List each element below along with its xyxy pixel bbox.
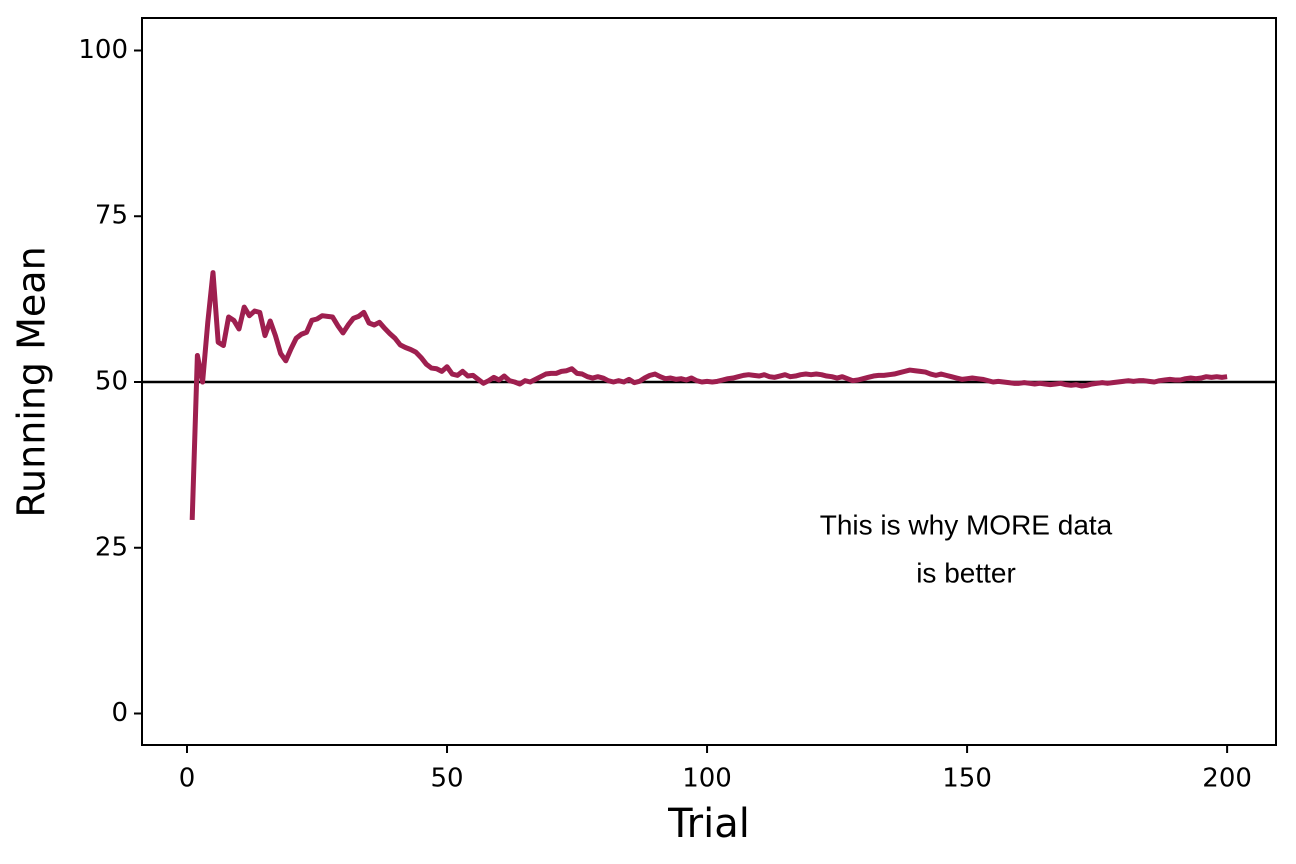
x-tick-label: 200: [1202, 764, 1252, 794]
x-tick-label: 150: [942, 764, 992, 794]
y-axis-label: Running Mean: [10, 246, 54, 517]
y-tick-label: 0: [111, 698, 128, 728]
x-tick-label: 100: [682, 764, 732, 794]
y-tick-label: 25: [95, 532, 128, 562]
x-axis-label: Trial: [667, 801, 750, 847]
y-tick-label: 100: [78, 35, 128, 65]
annotation: This is why MORE data: [820, 509, 1113, 540]
x-tick-label: 0: [179, 764, 196, 794]
x-tick-label: 50: [430, 764, 463, 794]
y-tick-label: 50: [95, 366, 128, 396]
y-tick-label: 75: [95, 201, 128, 231]
data-line: [189, 270, 1228, 520]
annotation: is better: [916, 557, 1016, 588]
